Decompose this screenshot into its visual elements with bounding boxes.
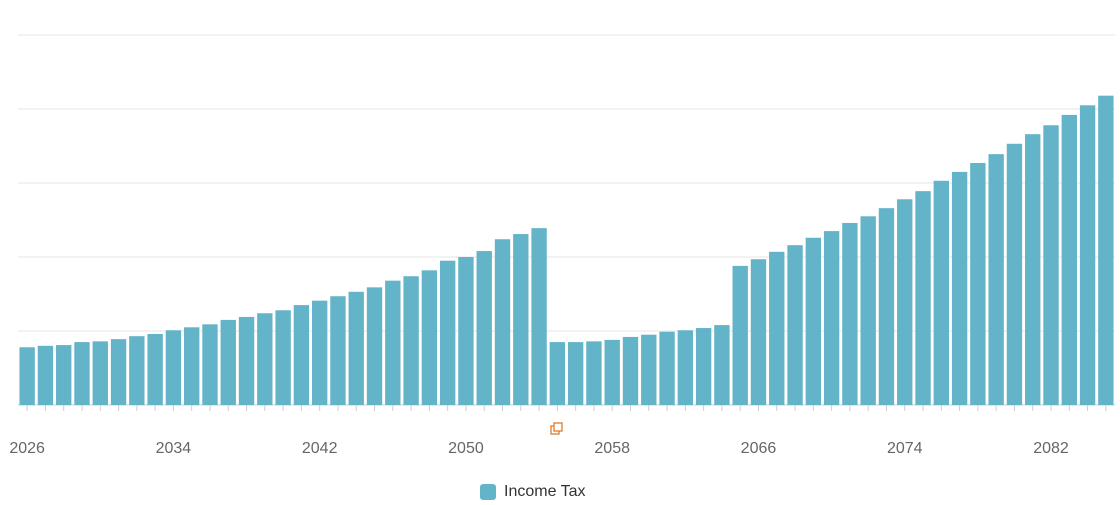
bar	[439, 260, 456, 405]
x-tick-label: 2042	[302, 440, 338, 457]
bar	[641, 334, 657, 405]
bar	[1061, 114, 1077, 406]
x-tick-label: 2034	[156, 440, 192, 457]
bar	[805, 237, 822, 405]
bar	[677, 330, 694, 405]
bar	[385, 280, 401, 405]
bar	[275, 310, 291, 405]
copy-icon[interactable]	[550, 422, 563, 435]
bar	[732, 265, 748, 405]
x-tick-label: 2066	[741, 440, 777, 457]
bar	[951, 171, 968, 405]
bar	[659, 331, 675, 405]
bar	[897, 199, 913, 405]
legend-swatch[interactable]	[480, 484, 496, 500]
bar	[92, 341, 108, 405]
bar	[165, 330, 182, 405]
x-tick-label: 2074	[887, 440, 923, 457]
bar	[915, 191, 931, 405]
bar	[823, 231, 840, 405]
x-tick-label: 2082	[1033, 440, 1069, 457]
bar	[330, 296, 346, 405]
bar	[403, 276, 419, 405]
bar	[842, 222, 858, 405]
x-tick-label: 2026	[9, 440, 45, 457]
bar	[513, 234, 529, 405]
bar	[293, 305, 310, 405]
bar	[769, 251, 785, 405]
bar	[1025, 134, 1041, 405]
bar	[933, 180, 949, 405]
bar	[56, 345, 72, 405]
bar	[110, 339, 127, 405]
bar	[37, 345, 54, 405]
bar	[1006, 143, 1023, 405]
bar	[860, 216, 876, 405]
bar	[476, 251, 492, 405]
bar	[622, 336, 639, 405]
bar	[421, 270, 438, 405]
bar	[220, 319, 236, 405]
bar	[311, 300, 328, 405]
bar	[714, 325, 730, 405]
bar	[1079, 105, 1096, 406]
legend-label: Income Tax	[504, 483, 586, 500]
bar	[184, 327, 200, 405]
x-tick-label: 2058	[594, 440, 630, 457]
bar	[257, 313, 273, 405]
bar	[549, 342, 566, 405]
bar	[567, 342, 584, 405]
bar	[787, 245, 803, 405]
bar	[19, 347, 35, 405]
bar	[202, 324, 218, 405]
bar	[129, 336, 145, 405]
bar	[750, 259, 767, 405]
bar	[878, 208, 895, 405]
bar	[348, 291, 364, 405]
x-tick-label: 2050	[448, 440, 484, 457]
bar	[458, 257, 474, 405]
bar	[366, 287, 383, 405]
bar	[988, 154, 1004, 405]
bar	[1098, 95, 1114, 406]
bar	[1043, 125, 1059, 405]
bar	[74, 342, 90, 405]
bar	[147, 333, 163, 405]
bar	[695, 328, 712, 405]
bar	[531, 228, 547, 405]
bar	[586, 341, 602, 405]
bar	[970, 163, 986, 405]
bar	[238, 316, 255, 405]
bar	[604, 339, 620, 405]
bar	[494, 239, 511, 405]
